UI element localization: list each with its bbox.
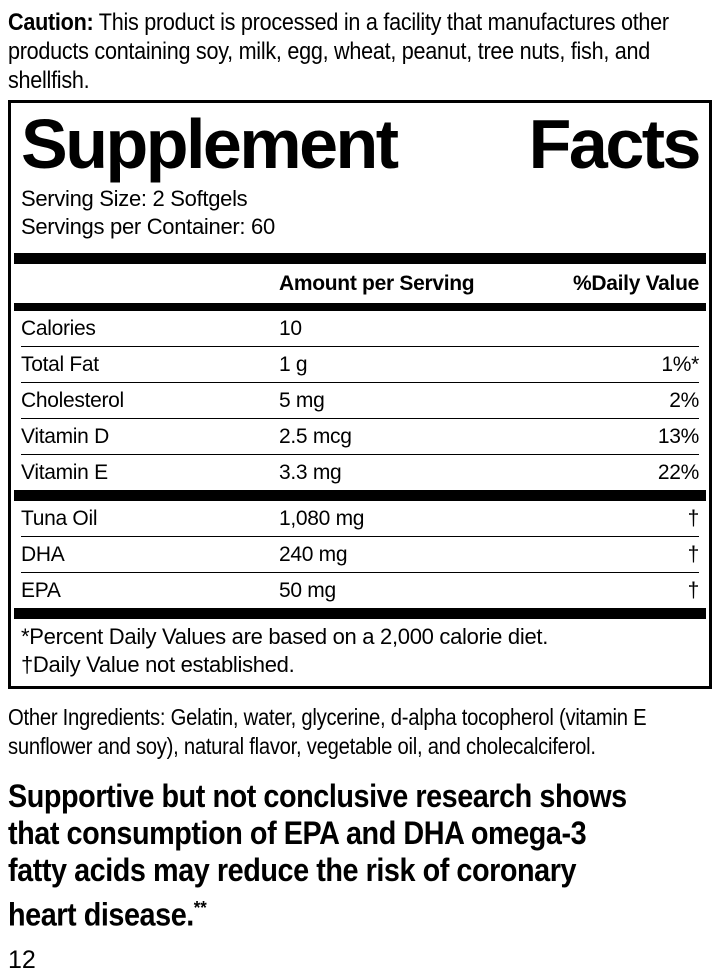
row-daily-value: 2% — [669, 389, 699, 412]
row-amount: 2.5 mcg — [279, 425, 352, 448]
health-claim-body: Supportive but not conclusive research s… — [8, 778, 627, 933]
supplement-facts-panel: Supplement Facts Serving Size: 2 Softgel… — [8, 100, 712, 689]
panel-title-word-supplement: Supplement — [21, 105, 399, 183]
other-ingredients-text: Other Ingredients: Gelatin, water, glyce… — [8, 704, 647, 759]
row-daily-value-dagger: † — [687, 507, 700, 530]
table-header-row: Amount per Serving %Daily Value — [21, 264, 699, 303]
footnote-dagger: †Daily Value not established. — [21, 652, 295, 677]
row-daily-value-dagger: † — [687, 543, 700, 566]
row-name: Cholesterol — [21, 389, 124, 412]
table-row-total-fat: Total Fat 1 g 1%* — [21, 346, 699, 382]
table-row-vitamin-e: Vitamin E 3.3 mg 22% — [21, 454, 699, 490]
row-name: EPA — [21, 579, 61, 602]
row-daily-value-dagger: † — [687, 579, 700, 602]
caution-text: Caution: This product is processed in a … — [8, 8, 712, 95]
supplement-label-page: { "caution": { "label": "Caution:", "lin… — [0, 8, 720, 974]
table-row-calories: Calories 10 — [21, 311, 699, 346]
servings-per-container: Servings per Container: 60 — [21, 214, 275, 239]
caution-body: This product is processed in a facility … — [8, 9, 669, 94]
spacer — [21, 241, 699, 253]
row-daily-value: 13% — [657, 425, 699, 448]
table-row-cholesterol: Cholesterol 5 mg 2% — [21, 382, 699, 418]
divider-bar-top — [14, 253, 706, 264]
panel-footnotes: *Percent Daily Values are based on a 2,0… — [21, 619, 699, 686]
row-name: Total Fat — [21, 353, 99, 376]
column-header-amount: Amount per Serving — [279, 272, 475, 295]
row-amount: 1,080 mg — [279, 507, 365, 530]
page-number: 12 — [8, 945, 36, 974]
table-row-tuna-oil: Tuna Oil 1,080 mg † — [21, 501, 699, 536]
health-claim-text: Supportive but not conclusive research s… — [8, 778, 712, 934]
table-row-dha: DHA 240 mg † — [21, 536, 699, 572]
table-row-epa: EPA 50 mg † — [21, 572, 699, 608]
row-name: Calories — [21, 317, 96, 340]
row-amount: 5 mg — [279, 389, 325, 412]
row-amount: 1 g — [279, 353, 308, 376]
claim-footnote-marker: ** — [193, 897, 207, 918]
row-daily-value: 1%* — [661, 353, 699, 376]
row-daily-value: 22% — [657, 461, 699, 484]
divider-bar-middle — [14, 490, 706, 501]
nutrient-rows-group: Calories 10 Total Fat 1 g 1%* Cholestero… — [21, 311, 699, 490]
row-name: Vitamin E — [21, 461, 108, 484]
column-header-daily-value: %Daily Value — [573, 272, 699, 295]
footnote-percent-daily-value: *Percent Daily Values are based on a 2,0… — [21, 624, 549, 649]
oil-rows-group: Tuna Oil 1,080 mg † DHA 240 mg † EPA 50 … — [21, 501, 699, 608]
table-row-vitamin-d: Vitamin D 2.5 mcg 13% — [21, 418, 699, 454]
row-name: DHA — [21, 543, 65, 566]
divider-bar-header — [14, 303, 706, 311]
row-amount: 10 — [279, 317, 302, 340]
panel-title-word-facts: Facts — [528, 105, 702, 183]
divider-bar-bottom — [14, 608, 706, 619]
panel-title: Supplement Facts — [21, 105, 702, 185]
row-name: Vitamin D — [21, 425, 109, 448]
row-amount: 50 mg — [279, 579, 336, 602]
row-name: Tuna Oil — [21, 507, 98, 530]
row-amount: 3.3 mg — [279, 461, 342, 484]
caution-label: Caution: — [8, 9, 94, 36]
serving-size: Serving Size: 2 Softgels — [21, 186, 248, 211]
row-amount: 240 mg — [279, 543, 348, 566]
